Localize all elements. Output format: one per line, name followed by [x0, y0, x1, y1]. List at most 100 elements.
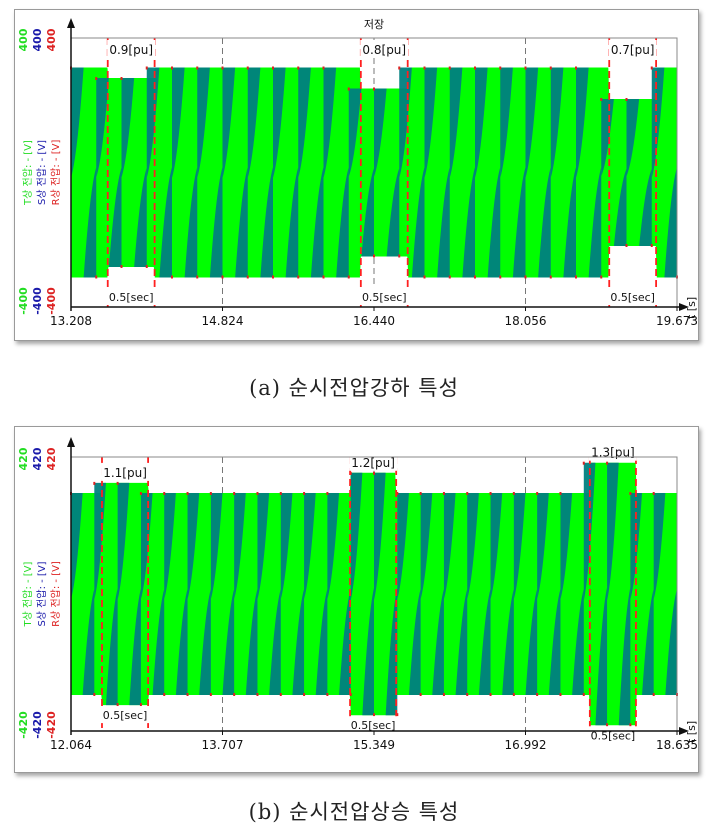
x-axis-label: t [s] — [685, 721, 698, 743]
phase-wave-segment — [607, 462, 619, 601]
phase-wave-segment — [583, 462, 596, 601]
r-phase-peak — [209, 693, 212, 696]
r-phase-peak — [606, 723, 609, 727]
r-phase-peak — [536, 693, 539, 696]
phase-wave-segment — [175, 588, 188, 695]
y-axis-label: T상 전압: - [V] — [21, 140, 34, 206]
y-axis-label: S상 전압: - [V] — [35, 140, 48, 205]
phase-wave-segment — [350, 472, 363, 601]
chart-title: 저장 — [364, 18, 384, 31]
event-duration-label: 0.5[sec] — [351, 719, 396, 732]
r-phase-peak — [396, 713, 399, 717]
r-phase-peak — [474, 275, 476, 279]
x-tick-label: 18.635 — [656, 738, 698, 752]
x-tick-label: 18.056 — [505, 314, 547, 328]
x-tick-label: 16.440 — [353, 314, 395, 328]
event-duration-label: 0.5[sec] — [103, 709, 148, 722]
r-phase-peak — [139, 492, 142, 495]
phase-wave-segment — [548, 588, 561, 695]
phase-wave-segment — [245, 588, 258, 695]
event-pu-label: 1.2[pu] — [351, 456, 395, 470]
phase-wave-segment — [83, 167, 97, 278]
r-phase-peak — [171, 66, 173, 70]
r-phase-peak — [163, 693, 166, 696]
event-pu-label: 0.8[pu] — [362, 43, 406, 57]
y-top-tick-label: 400 — [17, 28, 30, 51]
sag-chart: 0.9[pu] 0.5[sec] 0.8[pu] 0.5[sec] 0.7[pu] 0.5… — [17, 18, 698, 328]
phase-wave-segment — [257, 493, 270, 600]
r-phase-peak — [145, 265, 148, 268]
r-phase-peak — [209, 492, 212, 495]
phase-wave-segment — [512, 167, 526, 278]
r-phase-peak — [629, 723, 632, 727]
x-tick-label: 19.673 — [656, 314, 698, 328]
phase-wave-segment — [285, 167, 299, 278]
r-phase-peak — [448, 66, 451, 70]
duration-label-bg — [99, 706, 152, 724]
phase-wave-segment — [134, 167, 147, 267]
event-pu-label: 0.9[pu] — [109, 43, 153, 57]
r-phase-peak — [549, 275, 552, 279]
phase-wave-segment — [310, 167, 324, 278]
r-phase-peak — [559, 693, 562, 696]
phase-wave-segment — [642, 588, 654, 695]
phase-wave-segment — [273, 67, 286, 178]
swell-chart: 1.1[pu] 0.5[sec] 1.2[pu] 0.5[sec] 1.3[pu] 0.5… — [17, 437, 698, 752]
r-phase-peak — [116, 481, 119, 485]
y-bottom-tick-label: -420 — [31, 711, 44, 739]
r-phase-peak — [279, 492, 282, 495]
phase-wave-segment — [478, 588, 491, 695]
r-phase-peak — [93, 481, 96, 485]
r-phase-peak — [499, 66, 502, 70]
phase-wave-segment — [525, 67, 539, 178]
phase-wave-segment — [361, 168, 374, 257]
y-bottom-tick-label: -400 — [45, 287, 58, 315]
phase-wave-segment — [108, 167, 122, 267]
phase-wave-segment — [269, 588, 281, 695]
phase-wave-segment — [411, 167, 425, 278]
phase-wave-segment — [82, 588, 95, 695]
phase-wave-segment — [152, 588, 165, 695]
phase-wave-segment — [235, 167, 248, 278]
y-bottom-tick-label: -420 — [45, 711, 58, 739]
phase-wave-segment — [572, 588, 584, 695]
phase-wave-segment — [172, 67, 185, 178]
r-phase-peak — [512, 693, 515, 696]
phase-wave-segment — [525, 588, 538, 695]
r-phase-peak — [233, 492, 236, 495]
r-phase-peak — [536, 492, 539, 495]
r-phase-peak — [652, 693, 655, 696]
r-phase-peak — [256, 693, 259, 696]
r-phase-peak — [559, 492, 562, 495]
event-label-bg — [588, 442, 637, 461]
phase-wave-segment — [210, 493, 223, 600]
phase-wave-segment — [292, 588, 305, 695]
r-phase-peak — [419, 693, 422, 696]
caption-sag: (a) 순시전압강하 특성 — [249, 376, 459, 400]
phase-wave-segment — [164, 493, 176, 600]
phase-wave-segment — [537, 493, 549, 600]
event-duration-label: 0.5[sec] — [362, 291, 407, 304]
phase-wave-segment — [613, 168, 627, 246]
r-phase-peak — [145, 66, 148, 70]
duration-label-bg — [606, 288, 659, 305]
phase-wave-segment — [386, 168, 400, 257]
phase-wave-segment — [502, 588, 514, 695]
phase-wave-segment — [432, 588, 444, 695]
r-phase-peak — [322, 66, 325, 70]
phase-wave-segment — [626, 99, 640, 177]
phase-wave-segment — [339, 588, 351, 695]
r-phase-peak — [303, 492, 306, 495]
r-phase-peak — [575, 66, 577, 70]
phase-wave-segment — [348, 88, 362, 177]
phase-wave-segment — [455, 588, 468, 695]
y-axis-arrow — [67, 18, 75, 28]
phase-wave-segment — [374, 472, 386, 601]
phase-wave-segment — [665, 588, 677, 695]
phase-wave-segment — [121, 78, 135, 178]
r-phase-peak — [448, 275, 451, 279]
phase-wave-segment — [443, 493, 456, 600]
phase-wave-segment — [323, 67, 337, 178]
r-phase-peak — [419, 492, 422, 495]
y-axis-arrow — [67, 437, 75, 447]
